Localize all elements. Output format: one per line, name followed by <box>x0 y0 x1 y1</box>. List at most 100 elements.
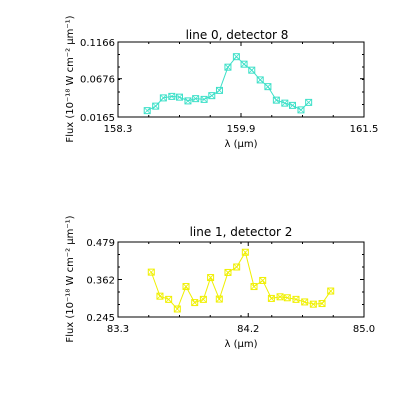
data-point-cross <box>184 97 192 105</box>
data-point <box>297 106 305 114</box>
data-point <box>215 86 223 94</box>
data-point-box <box>259 276 267 284</box>
data-point-cross <box>174 305 181 313</box>
data-point-box <box>215 86 223 94</box>
data-point-cross <box>233 263 240 271</box>
data-point <box>289 101 297 109</box>
data-point-box <box>248 66 256 74</box>
chart-title: line 0, detector 8 <box>186 28 289 42</box>
series-line1 <box>147 248 335 313</box>
data-point <box>276 293 284 301</box>
data-point-box <box>173 305 181 313</box>
data-point-cross <box>208 92 216 99</box>
x-tick-label: 161.5 <box>350 124 379 135</box>
data-point <box>267 294 275 302</box>
data-point-box <box>168 92 176 100</box>
data-point-box <box>176 93 183 101</box>
data-point <box>281 99 289 107</box>
x-tick-label: 84.2 <box>237 324 259 335</box>
data-point-cross <box>297 106 305 114</box>
data-point <box>283 294 291 302</box>
x-tick-label: 159.9 <box>227 124 256 135</box>
data-point <box>191 299 199 307</box>
data-point <box>256 76 264 84</box>
y-tick-label: 0.362 <box>86 276 115 287</box>
data-point-cross <box>224 63 232 71</box>
data-point-box <box>184 97 192 105</box>
data-point-cross <box>168 93 176 100</box>
data-point-box <box>301 298 309 306</box>
data-point-box <box>143 107 151 115</box>
data-point-cross <box>256 76 264 84</box>
data-point <box>224 268 232 276</box>
data-point-box <box>240 60 248 68</box>
x-axis-label: λ (μm) <box>224 339 257 350</box>
data-point <box>248 66 256 74</box>
data-point-cross <box>276 293 284 301</box>
data-point-cross <box>248 66 256 74</box>
data-point <box>192 95 200 103</box>
data-point <box>232 53 240 61</box>
x-axis-label: λ (μm) <box>224 139 257 150</box>
data-point <box>168 92 176 100</box>
data-point-box <box>191 299 199 307</box>
data-point-box <box>192 95 200 103</box>
data-point-box <box>256 76 264 84</box>
data-point <box>165 295 173 303</box>
data-point <box>264 83 272 91</box>
data-point-box <box>318 300 326 308</box>
data-point <box>224 63 232 71</box>
data-point-box <box>289 101 297 109</box>
plot-frame <box>117 241 365 318</box>
data-point-cross <box>301 298 308 306</box>
data-point-cross <box>259 277 266 284</box>
x-tick-label: 83.3 <box>107 324 129 335</box>
data-point <box>305 98 313 106</box>
data-point-cross <box>160 94 167 102</box>
data-point-cross <box>191 299 198 306</box>
data-point-cross <box>305 99 312 106</box>
data-point-box <box>182 283 190 291</box>
y-ticks: 0.0165 0.0676 0.1166 <box>80 38 364 124</box>
data-point-box <box>281 99 289 107</box>
data-point <box>199 295 207 303</box>
data-point-box <box>215 295 223 303</box>
y-tick-label: 0.479 <box>86 238 115 249</box>
data-point <box>152 102 160 110</box>
data-point-box <box>147 268 155 276</box>
data-point-cross <box>240 60 248 68</box>
data-point-cross <box>242 248 249 256</box>
data-point <box>301 298 309 306</box>
data-point <box>184 97 192 105</box>
y-axis-label: Flux (10⁻¹⁸ W cm⁻² μm⁻¹) <box>65 15 76 142</box>
data-point-cross <box>176 93 183 101</box>
data-point-box <box>272 96 280 104</box>
data-point-cross <box>216 295 223 303</box>
data-point <box>309 300 317 308</box>
data-point <box>233 263 241 271</box>
data-point <box>259 276 267 284</box>
x-tick-label: 158.3 <box>104 124 133 135</box>
data-point-cross <box>233 53 240 60</box>
y-tick-label: 0.1166 <box>80 38 115 49</box>
x-tick-label: 85.0 <box>353 324 375 335</box>
data-point-box <box>200 95 208 103</box>
data-point-box <box>233 263 241 271</box>
data-point <box>156 292 164 300</box>
data-point-cross <box>264 83 272 90</box>
data-point-box <box>250 283 258 291</box>
chart-panel-line1: line 1, detector 2 λ (μm) Flux (10⁻¹⁸ W … <box>65 215 375 350</box>
data-point-cross <box>192 95 199 102</box>
data-point-cross <box>289 102 296 109</box>
data-point-cross <box>310 300 317 308</box>
data-point-box <box>207 274 215 282</box>
data-point-box <box>241 248 249 256</box>
data-point-box <box>309 300 317 308</box>
data-point-cross <box>143 107 151 114</box>
data-point-cross <box>318 300 326 307</box>
data-point <box>318 300 326 308</box>
data-point-cross <box>250 283 258 290</box>
data-point-cross <box>200 96 208 103</box>
data-point <box>292 295 300 303</box>
